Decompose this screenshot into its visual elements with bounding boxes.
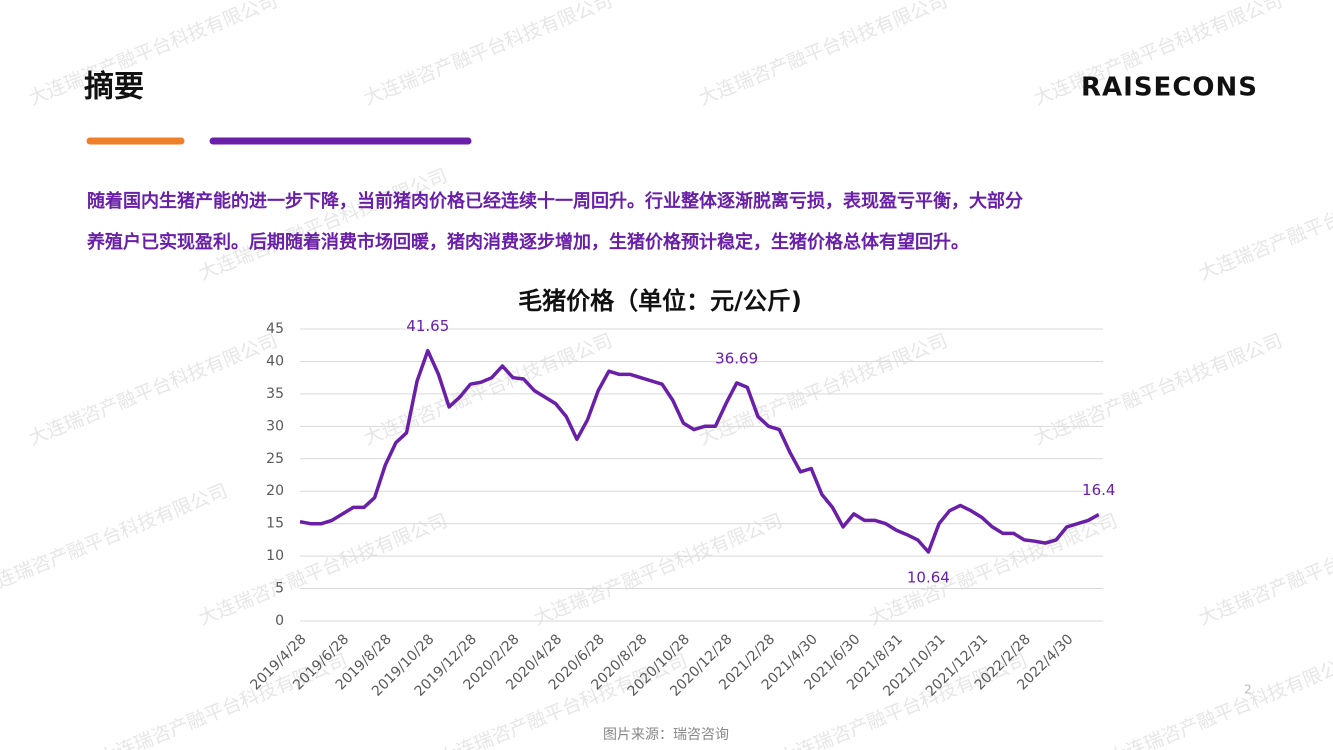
y-tick-label: 10 [266,548,284,564]
page-number: 2 [1244,683,1252,697]
summary-line: 养殖户已实现盈利。后期随着消费市场回暖，猪肉消费逐步增加，生猪价格预计稳定，生猪… [86,231,969,253]
watermark: 大连瑞咨产融平台科技有限公司 [1031,330,1286,450]
y-tick-label: 0 [275,613,284,629]
watermark: 大连瑞咨产融平台科技有限公司 [361,330,616,450]
watermark: 大连瑞咨产融平台科技有限公司 [196,510,451,630]
watermark: 大连瑞咨产融平台科技有限公司 [196,165,451,285]
chart-title: 毛猪价格（单位：元/公斤) [518,287,802,315]
watermark: 大连瑞咨产融平台科技有限公司 [26,330,281,450]
y-tick-label: 25 [266,451,284,467]
y-tick-label: 15 [266,516,284,532]
y-tick-label: 30 [266,418,284,434]
data-label: 36.69 [715,349,758,367]
y-tick-label: 5 [275,581,284,597]
price-line [299,348,1100,554]
y-tick-label: 45 [266,321,284,337]
y-tick-label: 20 [266,483,284,499]
watermark: 大连瑞咨产融平台科技有限公司 [1106,650,1333,750]
logo: RAISECONS [1081,73,1258,103]
data-label: 16.4 [1082,481,1115,499]
watermark: 大连瑞咨产融平台科技有限公司 [26,0,281,110]
chart: 0510152025303540452019/4/282019/6/282019… [248,317,1116,699]
y-tick-label: 40 [266,353,284,369]
watermark: 大连瑞咨产融平台科技有限公司 [0,480,231,600]
watermark: 大连瑞咨产融平台科技有限公司 [1196,510,1333,630]
data-label: 41.65 [406,317,449,335]
source: 图片来源：瑞咨咨询 [603,727,729,743]
watermark: 大连瑞咨产融平台科技有限公司 [361,0,616,110]
watermark: 大连瑞咨产融平台科技有限公司 [531,510,786,630]
y-tick-label: 35 [266,386,284,402]
data-label: 10.64 [907,568,950,586]
summary-line: 随着国内生猪产能的进一步下降，当前猪肉价格已经连续十一周回升。行业整体逐渐脱离亏… [87,190,1023,212]
slide-title: 摘要 [84,70,144,105]
watermark: 大连瑞咨产融平台科技有限公司 [1196,165,1333,285]
watermark: 大连瑞咨产融平台科技有限公司 [696,0,951,110]
